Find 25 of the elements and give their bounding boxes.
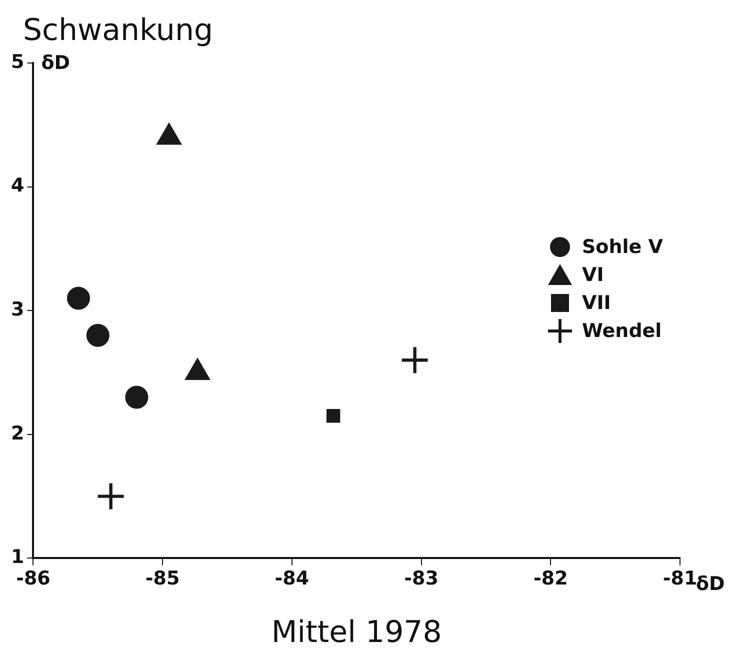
text: δD [696,573,725,596]
y-tick-label: 3 [10,298,24,321]
y-axis-title: Schwankung [23,13,214,48]
y-tick-label: 4 [10,174,24,197]
x-tick-label: -82 [533,568,568,590]
x-tick-label: -83 [404,568,438,590]
legend-label: Wendel [582,320,662,342]
y-tick-label: 2 [10,422,24,444]
legend-label: Sohle V [582,236,663,258]
y-tick-label: 1 [10,546,24,568]
legend-label: VI [582,264,604,286]
x-tick-label: -85 [145,568,180,590]
point [326,408,340,423]
x-tick-label: -81 [662,568,698,590]
legend-label: VII [582,292,611,314]
annotation: δD [41,52,70,74]
point [98,483,124,510]
point [86,324,110,347]
point [66,286,90,310]
point [402,347,428,374]
y-tick-label: 5 [10,50,24,73]
x-tick-label: -84 [274,568,310,590]
point [125,386,148,409]
x-tick-label: -86 [16,568,50,590]
x-axis-title: Mittel 1978 [271,615,442,650]
